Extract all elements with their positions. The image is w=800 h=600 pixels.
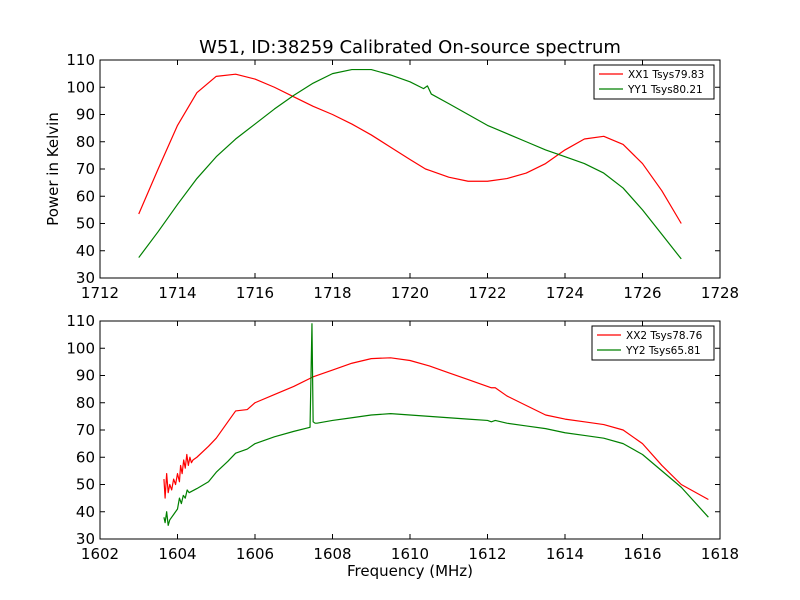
x-tick-label: 1606: [236, 545, 274, 563]
legend: XX1 Tsys79.83 YY1 Tsys80.21: [593, 64, 715, 100]
x-tick-label: 1726: [623, 284, 661, 302]
y-tick-label: 100: [66, 78, 95, 96]
y-tick-label: 50: [76, 476, 95, 494]
x-axis-title: Frequency (MHz): [347, 562, 473, 580]
legend-label: YY2 Tsys65.81: [625, 345, 701, 357]
x-tick-label: 1602: [81, 545, 119, 563]
legend-box: [591, 325, 715, 361]
x-tick-label: 1716: [236, 284, 274, 302]
y-tick-label: 40: [76, 242, 95, 260]
y-tick-label: 60: [76, 187, 95, 205]
x-tick-label: 1712: [81, 284, 119, 302]
series-line-xx-panel-0: [138, 73, 682, 224]
upper-panel: 1712 1714 1716 1718 1720 1722 1724 1726 1728 30 40…: [66, 51, 739, 302]
legend-box: [593, 64, 715, 100]
x-tick-label: 1610: [391, 545, 429, 563]
y-tick-label: 70: [76, 421, 95, 439]
y-tick-label: 30: [76, 269, 95, 287]
y-tick-label: 110: [66, 312, 95, 330]
series-line-yy-panel-0: [138, 68, 682, 260]
legend-label: YY1 Tsys80.21: [627, 84, 703, 96]
y-tick-label: 90: [76, 106, 95, 124]
legend: XX2 Tsys78.76 YY2 Tsys65.81: [591, 325, 715, 361]
y-tick-label: 50: [76, 215, 95, 233]
x-tick-label: 1722: [468, 284, 506, 302]
y-axis-title: Power in Kelvin: [44, 112, 62, 226]
x-tick-label: 1614: [546, 545, 584, 563]
series-line-yy-panel-1: [163, 323, 709, 526]
y-tick-label: 90: [76, 367, 95, 385]
lower-panel: 1602 1604 1606 1608 1610 1612 1614 1616 1618 30 40…: [66, 312, 739, 563]
legend-label: XX2 Tsys78.76: [626, 330, 703, 342]
x-tick-label: 1728: [701, 284, 739, 302]
chart-title: W51, ID:38259 Calibrated On-source spect…: [199, 37, 621, 58]
y-tick-label: 70: [76, 160, 95, 178]
x-tick-label: 1616: [623, 545, 661, 563]
y-tick-label: 60: [76, 448, 95, 466]
y-tick-label: 30: [76, 530, 95, 548]
y-tick-label: 40: [76, 503, 95, 521]
x-tick-label: 1604: [158, 545, 196, 563]
y-tick-label: 80: [76, 133, 95, 151]
x-tick-label: 1718: [313, 284, 351, 302]
x-tick-label: 1724: [546, 284, 584, 302]
x-tick-label: 1618: [701, 545, 739, 563]
series-line-xx-panel-1: [163, 357, 709, 501]
x-tick-label: 1720: [391, 284, 429, 302]
x-tick-label: 1714: [158, 284, 196, 302]
y-tick-label: 100: [66, 339, 95, 357]
y-tick-label: 110: [66, 51, 95, 69]
legend-label: XX1 Tsys79.83: [628, 69, 704, 81]
y-tick-label: 80: [76, 394, 95, 412]
x-tick-label: 1612: [468, 545, 506, 563]
x-tick-label: 1608: [313, 545, 351, 563]
